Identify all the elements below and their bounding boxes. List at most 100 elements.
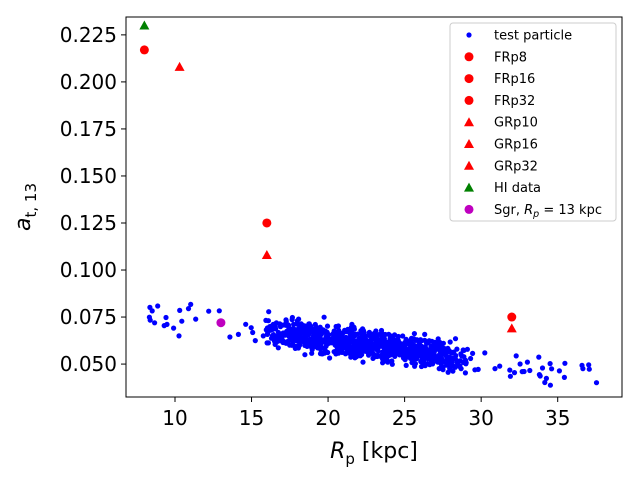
test-particle-point: [517, 361, 523, 367]
test-particle-point: [416, 346, 422, 352]
test-particle-point: [318, 344, 324, 350]
test-particle-point: [216, 308, 222, 314]
test-particle-point: [304, 339, 310, 345]
test-particle-point: [325, 337, 331, 343]
test-particle-point: [330, 335, 336, 342]
test-particle-point: [388, 336, 394, 342]
test-particle-point: [412, 361, 418, 367]
legend-label: test particle: [494, 29, 572, 44]
test-particle-point: [426, 338, 432, 345]
y-tick-label: 0.075: [60, 305, 117, 329]
test-particle-point: [436, 354, 442, 360]
test-particle-point: [593, 380, 600, 386]
test-particle-point: [308, 342, 314, 348]
test-particle-point: [543, 375, 550, 381]
test-particle-point: [470, 350, 476, 356]
test-particle-point: [448, 350, 454, 356]
x-axis-ticks: 10 15 20 25 30 35: [162, 397, 570, 430]
test-particle-point: [235, 331, 241, 337]
x-axis-label: Rp [kpc]: [330, 439, 418, 468]
test-particle-point: [447, 354, 453, 360]
test-particle-point: [464, 346, 470, 352]
test-particle-point: [398, 350, 404, 356]
test-particle-point: [446, 362, 452, 369]
test-particle-point: [289, 342, 295, 348]
test-particle-point: [300, 326, 306, 333]
legend-marker-grp32: [464, 160, 474, 170]
x-tick-label: 30: [468, 406, 493, 430]
test-particle-point: [306, 332, 312, 338]
test-particle-point: [447, 339, 453, 345]
grp16-marker: [261, 249, 272, 259]
legend-marker-hi-data: [464, 182, 474, 192]
test-particle-point: [482, 350, 488, 356]
x-tick-label: 25: [392, 406, 417, 430]
test-particle-point: [264, 331, 270, 337]
test-particle-point: [348, 330, 355, 336]
test-particle-point: [436, 366, 442, 372]
test-particle-point: [395, 333, 401, 340]
test-particle-point: [411, 331, 417, 337]
test-particle-point: [266, 309, 272, 315]
test-particle-point: [513, 353, 519, 359]
test-particle-point: [343, 338, 349, 344]
legend-marker-test-particle: [466, 32, 472, 38]
y-tick-label: 0.050: [60, 352, 117, 376]
legend-marker-frp8: [464, 52, 474, 62]
test-particle-point: [524, 359, 531, 365]
test-particle-point: [407, 355, 414, 361]
test-particle-point: [389, 358, 395, 364]
y-tick-label: 0.200: [60, 70, 117, 94]
x-tick-label: 20: [315, 406, 340, 430]
test-particle-point: [321, 314, 327, 320]
grp32-marker: [506, 323, 517, 333]
test-particle-point: [416, 338, 422, 344]
test-particle-point: [586, 366, 592, 372]
legend-marker-grp10: [464, 117, 474, 127]
y-tick-label: 0.175: [60, 117, 117, 141]
legend-label: GRp32: [494, 159, 538, 174]
test-particle-point: [472, 367, 478, 373]
test-particle-point: [336, 331, 342, 338]
test-particle-point: [450, 368, 456, 374]
test-particle-point: [177, 307, 183, 313]
test-particle-point: [290, 335, 296, 341]
test-particle-point: [556, 368, 563, 374]
test-particle-point: [176, 333, 182, 339]
test-particle-point: [368, 342, 374, 348]
test-particle-point: [321, 329, 328, 335]
legend-marker-frp32: [464, 95, 474, 105]
test-particle-point: [206, 308, 212, 314]
test-particle-point: [325, 349, 331, 356]
test-particle-point: [536, 354, 542, 360]
test-particle-point: [366, 332, 372, 338]
test-particle-point: [364, 348, 370, 354]
test-particle-point: [418, 363, 425, 370]
test-particle-point: [164, 321, 170, 327]
test-particle-point: [428, 348, 434, 354]
test-particle-point: [382, 345, 388, 351]
test-particle-point: [306, 321, 312, 327]
test-particle-point: [492, 366, 498, 372]
test-particle-point: [381, 338, 387, 344]
test-particle-point: [360, 326, 366, 332]
test-particle-point: [149, 308, 155, 314]
test-particle-point: [394, 343, 400, 349]
test-particle-point: [318, 350, 324, 356]
test-particle-point: [539, 365, 546, 371]
test-particle-point: [280, 339, 286, 346]
test-particle-point: [252, 338, 258, 344]
test-particle-point: [414, 356, 420, 362]
test-particle-point: [147, 317, 153, 323]
test-particle-point: [519, 369, 525, 375]
sgr-r-p-13-kpc-marker: [216, 318, 226, 328]
frp16-marker: [262, 218, 272, 228]
test-particle-point: [294, 318, 300, 324]
test-particle-point: [527, 367, 533, 374]
test-particle-point: [312, 321, 318, 328]
test-particle-point: [385, 359, 391, 365]
test-particle-point: [316, 339, 323, 345]
test-particle-point: [462, 370, 468, 376]
test-particle-point: [152, 320, 158, 326]
test-particle-point: [403, 362, 409, 368]
